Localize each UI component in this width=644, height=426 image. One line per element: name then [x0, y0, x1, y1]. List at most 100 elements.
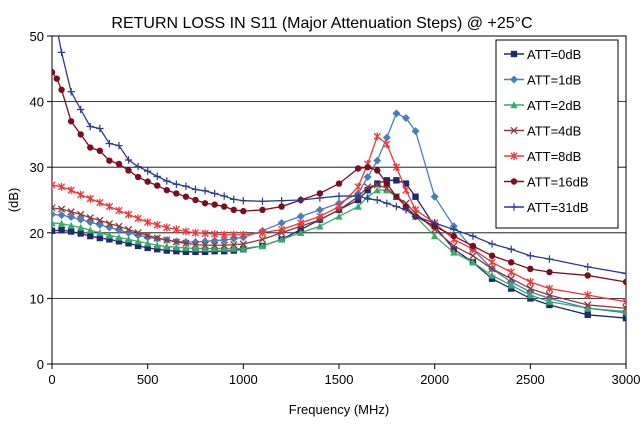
chart-title: RETURN LOSS IN S11 (Major Attenuation St… — [111, 15, 532, 32]
data-point — [622, 278, 626, 286]
data-point — [163, 177, 171, 185]
data-point — [134, 242, 142, 250]
series-att-16db — [52, 68, 626, 286]
data-point — [363, 173, 372, 182]
data-point — [134, 214, 142, 223]
data-point — [115, 206, 123, 215]
data-point — [124, 156, 133, 164]
legend-item: ATT=0dB — [504, 47, 581, 62]
data-point — [450, 242, 458, 250]
data-point — [86, 214, 94, 222]
data-point — [154, 246, 161, 253]
data-point — [335, 192, 343, 200]
series-att-8db — [52, 132, 626, 306]
data-point — [125, 167, 132, 174]
data-point — [134, 229, 142, 237]
data-point — [364, 186, 371, 194]
legend-label: ATT=8dB — [527, 149, 581, 164]
y-tick-label: 40 — [30, 95, 44, 110]
data-point — [402, 206, 410, 214]
data-point — [430, 232, 439, 240]
data-point — [383, 180, 391, 187]
data-point — [96, 198, 104, 207]
legend-item: ATT=2dB — [504, 98, 581, 113]
data-point — [584, 291, 592, 300]
data-point — [52, 19, 59, 26]
data-point — [450, 225, 458, 234]
data-point — [52, 227, 56, 235]
data-point — [392, 163, 401, 172]
data-point — [354, 192, 362, 200]
data-point — [192, 196, 199, 204]
data-point — [86, 218, 95, 227]
data-point — [584, 272, 591, 279]
data-point — [67, 88, 75, 96]
data-point — [77, 131, 84, 138]
data-point — [526, 291, 535, 299]
data-point — [220, 241, 228, 249]
data-point — [57, 211, 66, 220]
data-point — [383, 186, 391, 194]
data-point — [258, 228, 267, 237]
legend-box — [495, 39, 619, 229]
legend-label: ATT=16dB — [527, 175, 589, 190]
data-point — [584, 304, 592, 312]
data-point — [220, 192, 228, 200]
legend-marker — [510, 101, 518, 109]
data-point — [277, 196, 286, 205]
data-point — [230, 240, 238, 249]
data-point — [622, 297, 626, 306]
data-point — [191, 244, 200, 252]
data-point — [77, 223, 85, 231]
data-point — [545, 291, 554, 299]
data-point — [239, 196, 248, 205]
y-axis-label: (dB) — [6, 188, 21, 213]
data-point — [258, 197, 267, 206]
legend-item: ATT=16dB — [504, 175, 589, 190]
data-point — [52, 68, 56, 76]
data-point — [402, 180, 410, 187]
data-point — [144, 178, 151, 185]
x-tick-label: 2000 — [420, 372, 449, 387]
data-point — [77, 190, 85, 199]
data-point — [115, 233, 123, 241]
data-point — [401, 114, 410, 122]
data-point — [488, 258, 496, 267]
data-point — [124, 235, 133, 243]
data-point — [201, 200, 209, 207]
data-point — [77, 230, 84, 237]
legend-label: ATT=31dB — [527, 200, 589, 215]
data-point — [335, 202, 343, 211]
data-point — [239, 240, 247, 248]
data-point — [374, 180, 381, 187]
data-point — [546, 301, 553, 309]
data-point — [67, 118, 75, 125]
data-point — [373, 186, 381, 194]
data-point — [296, 212, 305, 221]
data-point — [297, 218, 305, 227]
data-point — [87, 232, 94, 240]
legend-marker — [510, 203, 518, 211]
data-point — [192, 248, 199, 256]
data-point — [52, 219, 56, 227]
data-point — [584, 301, 592, 309]
data-point — [411, 127, 420, 136]
data-point — [77, 210, 85, 219]
data-point — [52, 204, 56, 212]
data-point — [354, 165, 362, 172]
y-tick-label: 30 — [30, 160, 44, 175]
data-point — [115, 238, 123, 245]
data-point — [172, 238, 181, 246]
data-point — [53, 75, 60, 82]
data-point — [124, 210, 133, 219]
data-point — [115, 160, 123, 168]
data-point — [134, 173, 142, 181]
legend-item: ATT=8dB — [504, 149, 581, 164]
x-axis-ticks: 0 500 1000 1500 2000 2500 3000 — [48, 364, 640, 387]
data-point — [383, 199, 391, 207]
data-point — [115, 141, 123, 150]
data-point — [411, 205, 420, 214]
y-tick-label: 20 — [30, 226, 44, 241]
data-point — [527, 265, 534, 273]
data-point — [584, 311, 591, 318]
